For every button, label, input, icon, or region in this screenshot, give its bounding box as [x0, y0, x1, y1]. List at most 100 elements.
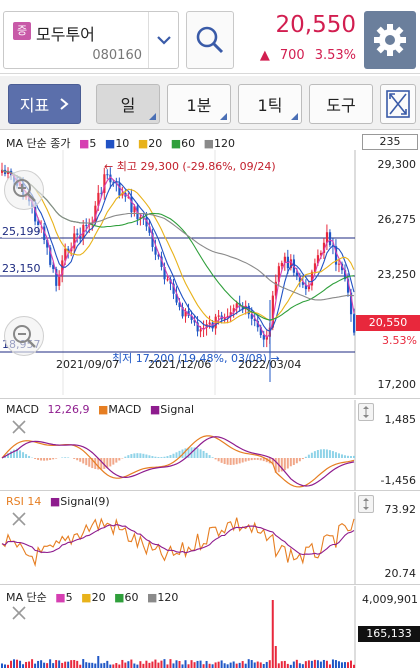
- candle-body: [175, 293, 178, 303]
- date-label-3: 2022/03/04: [238, 358, 302, 371]
- macd-chart[interactable]: [0, 400, 420, 490]
- tools-button[interactable]: 도구: [309, 84, 373, 124]
- volume-bar: [163, 659, 166, 668]
- period-tick-button[interactable]: 1틱: [238, 84, 302, 124]
- volume-bar: [217, 661, 220, 668]
- period-minute-button[interactable]: 1분: [167, 84, 231, 124]
- volume-bar: [205, 660, 208, 668]
- volume-bar: [277, 663, 280, 668]
- volume-bar: [166, 664, 169, 668]
- volume-chart[interactable]: [0, 586, 420, 668]
- macd-histogram-bar: [253, 458, 256, 460]
- volume-bar: [235, 663, 238, 668]
- macd-move-button[interactable]: [358, 403, 374, 421]
- macd-histogram-bar: [217, 458, 220, 462]
- candle-body: [160, 256, 163, 267]
- stock-dropdown-button[interactable]: [148, 12, 178, 68]
- macd-histogram-bar: [64, 457, 67, 458]
- volume-bar: [262, 663, 265, 668]
- rsi-close-button[interactable]: [8, 508, 30, 530]
- candle-body: [349, 292, 353, 315]
- volume-bar: [22, 664, 25, 668]
- volume-bar: [25, 661, 28, 668]
- header: 증 모두투어 080160 20,550 ▲ 700 3.53%: [0, 0, 420, 74]
- volume-bar: [34, 663, 37, 668]
- volume-bar: [85, 662, 88, 668]
- macd-series-legend: ■MACD: [97, 403, 142, 416]
- macd-histogram-bar: [250, 458, 253, 461]
- macd-histogram-bar: [109, 458, 112, 467]
- macd-histogram-bar: [19, 450, 22, 458]
- rsi-line: [1, 517, 355, 568]
- volume-bar: [94, 663, 97, 668]
- volume-bar: [49, 659, 52, 668]
- volume-bar: [187, 664, 190, 668]
- zoom-in-button[interactable]: [4, 170, 44, 210]
- market-badge: 증: [13, 22, 31, 40]
- candle-body: [1, 169, 4, 173]
- macd-histogram-bar: [340, 454, 343, 458]
- candle-body: [328, 232, 332, 246]
- macd-histogram-bar: [34, 458, 37, 459]
- ma-60-legend: ■60: [170, 137, 196, 150]
- candle-body: [34, 206, 37, 222]
- candle-body: [94, 205, 97, 223]
- ma-120-line: [1, 169, 355, 301]
- volume-bar: [322, 659, 325, 668]
- candle-body: [304, 284, 308, 290]
- ma-5-line: [1, 169, 355, 338]
- candle-body: [133, 206, 136, 213]
- macd-close-button[interactable]: [8, 416, 30, 438]
- volume-bar: [247, 659, 250, 668]
- macd-histogram-bar: [286, 458, 289, 469]
- volume-bar: [118, 664, 121, 668]
- rsi-move-button[interactable]: [358, 495, 374, 513]
- volume-bar: [301, 664, 304, 668]
- volume-bar: [130, 659, 133, 668]
- macd-histogram-bar: [106, 458, 109, 468]
- macd-histogram-bar: [82, 458, 85, 464]
- macd-histogram-bar: [67, 457, 70, 458]
- volume-bar: [214, 662, 217, 668]
- rsi-chart[interactable]: [0, 492, 420, 584]
- candle-body: [352, 314, 356, 333]
- top-value-box: 235: [362, 134, 418, 150]
- macd-histogram-bar: [331, 451, 334, 458]
- settings-button[interactable]: [364, 11, 416, 69]
- candle-body: [226, 315, 229, 318]
- macd-histogram-bar: [16, 448, 19, 458]
- fullscreen-button[interactable]: [380, 84, 416, 124]
- candle-body: [265, 336, 268, 340]
- current-price: 20,550: [275, 12, 356, 38]
- macd-histogram-bar: [238, 458, 241, 464]
- volume-bar: [61, 662, 64, 668]
- candle-body: [184, 310, 187, 317]
- candle-body: [307, 285, 311, 290]
- macd-histogram-bar: [55, 458, 58, 459]
- candle-body: [235, 303, 238, 309]
- volume-bar: [202, 664, 205, 668]
- last-price-tag: 20,550: [356, 315, 420, 331]
- stock-selector[interactable]: 증 모두투어 080160: [3, 11, 179, 69]
- candle-body: [7, 170, 10, 174]
- volume-bar: [265, 661, 268, 668]
- search-button[interactable]: [186, 11, 234, 69]
- zoom-out-button[interactable]: [4, 316, 44, 356]
- macd-histogram-bar: [151, 456, 154, 458]
- period-day-corner: [149, 113, 156, 120]
- volume-bar: [232, 661, 235, 668]
- candle-body: [64, 248, 67, 261]
- macd-title: MACD: [6, 403, 39, 416]
- macd-histogram-bar: [88, 458, 91, 467]
- gear-icon: [374, 24, 406, 56]
- period-day-button[interactable]: 일: [96, 84, 160, 124]
- candle-body: [223, 317, 226, 320]
- panel-divider-2: [0, 490, 420, 491]
- volume-close-button[interactable]: [8, 602, 30, 624]
- candle-body: [148, 226, 151, 233]
- candle-body: [322, 242, 326, 253]
- indicator-button[interactable]: 지표: [8, 84, 81, 124]
- macd-histogram-bar: [259, 458, 262, 461]
- volume-bar: [55, 660, 58, 668]
- price-axis-label-5: 17,200: [377, 378, 417, 391]
